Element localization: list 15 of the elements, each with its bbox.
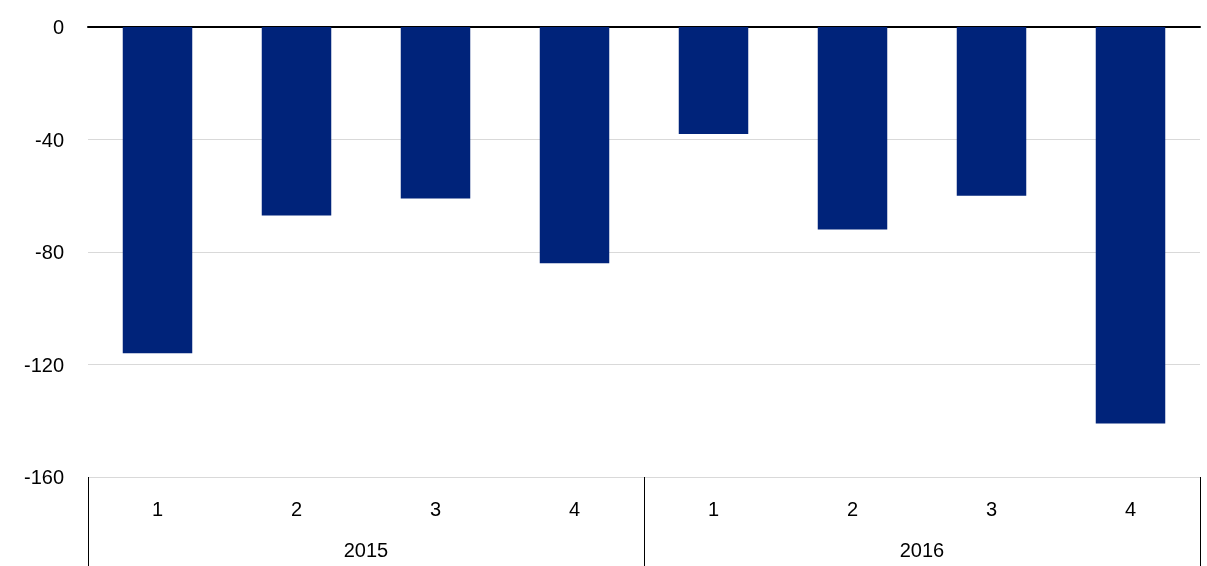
x-tick-label: 3 [429, 498, 442, 520]
y-tick-label: -160 [23, 466, 64, 488]
x-tick-label: 1 [707, 498, 720, 520]
x-tick-label: 1 [151, 498, 164, 520]
y-tick-label: -80 [35, 241, 64, 263]
x-tick-label: 3 [985, 498, 998, 520]
y-tick-label: 0 [52, 16, 64, 38]
y-tick-label: -120 [23, 353, 64, 376]
x-tick-label: 4 [1124, 498, 1137, 520]
text: 2016 [899, 539, 945, 561]
x-tick-label: 2 [846, 498, 859, 520]
x-tick-label: 2 [290, 498, 303, 520]
x-tick-label: 4 [568, 498, 581, 520]
y-tick-label: -40 [35, 128, 64, 151]
text: 2015 [343, 539, 389, 561]
